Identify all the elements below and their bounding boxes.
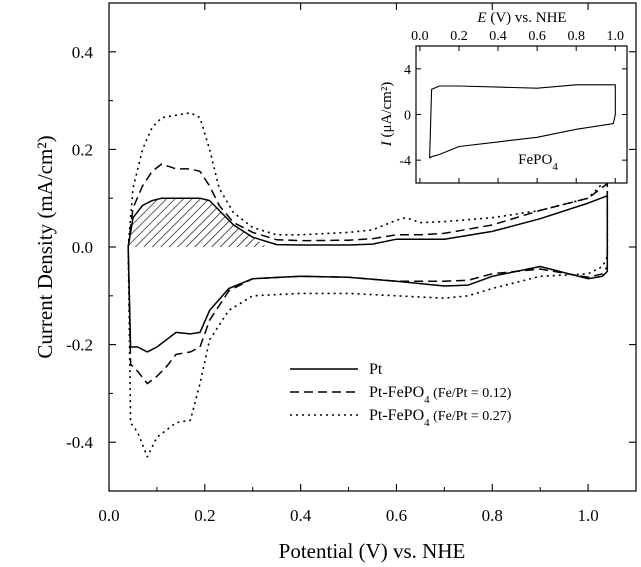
inset-x-tick-label: 0.4: [489, 29, 507, 44]
x-tick-label: 1.0: [577, 506, 598, 525]
legend-entry-suffix: (Fe/Pt = 0.27): [430, 409, 512, 424]
legend-entry: Pt-FePO4 (Fe/Pt = 0.27): [369, 407, 512, 429]
series-line-2: [127, 112, 609, 458]
y-tick-label: 0.2: [72, 140, 93, 159]
main-axis-ticks: [108, 2, 636, 491]
y-tick-label: -0.2: [66, 336, 93, 355]
inset-tick-labels: 0.0 0.2 0.4 0.6 0.8 1.0 -4 0 4: [399, 29, 624, 169]
legend-entry-label: Pt-FePO: [369, 384, 424, 401]
inset-plot-frame: [415, 45, 628, 184]
hatched-hydrogen-desorption-area: [128, 198, 268, 247]
y-tick-label: -0.4: [66, 433, 93, 452]
legend-entry: Pt: [369, 361, 383, 378]
main-tick-labels: 0.0 0.2 0.4 0.6 0.8 1.0 -0.4 -0.2 0.0 0.2 0.4: [66, 43, 599, 525]
legend-entry: Pt-FePO4 (Fe/Pt = 0.12): [369, 384, 512, 406]
y-axis-title: Current Density (mA/cm²): [33, 135, 57, 358]
inset-label: FePO4: [518, 152, 558, 173]
legend-entry-label: Pt-FePO: [369, 407, 424, 424]
y-tick-label: 0.0: [72, 238, 93, 257]
inset-x-tick-label: 1.0: [607, 29, 625, 44]
x-axis-title: Potential (V) vs. NHE: [279, 539, 466, 563]
inset-y-tick-label: 4: [404, 63, 411, 78]
inset-x-tick-label: 0.2: [450, 29, 468, 44]
inset-y-axis-title: I (μA/cm²): [379, 82, 395, 148]
legend-entry-suffix: (Fe/Pt = 0.12): [430, 386, 512, 401]
x-tick-label: 0.4: [290, 506, 312, 525]
inset-axis-ticks: [416, 46, 627, 183]
legend-entry-subscript: 4: [424, 394, 430, 406]
series-line-1: [127, 163, 609, 385]
inset-x-tick-label: 0.8: [567, 29, 585, 44]
legend-entry-label: Pt: [369, 361, 383, 378]
legend-entry-subscript: 4: [424, 417, 430, 429]
inset-series-line-0: [429, 84, 616, 159]
inset-x-axis-title: E (V) vs. NHE: [476, 10, 566, 26]
inset-x-tick-label: 0.0: [411, 29, 429, 44]
inset-y-tick-label: 0: [404, 109, 411, 124]
x-tick-label: 0.6: [386, 506, 407, 525]
x-tick-label: 0.8: [482, 506, 503, 525]
inset-y-tick-label: -4: [399, 154, 411, 169]
y-tick-label: 0.4: [72, 43, 94, 62]
x-tick-label: 0.0: [98, 506, 119, 525]
inset-series-group: [429, 84, 616, 159]
x-tick-label: 0.2: [194, 506, 215, 525]
main-series-group: [127, 112, 609, 458]
inset-x-tick-label: 0.6: [528, 29, 546, 44]
